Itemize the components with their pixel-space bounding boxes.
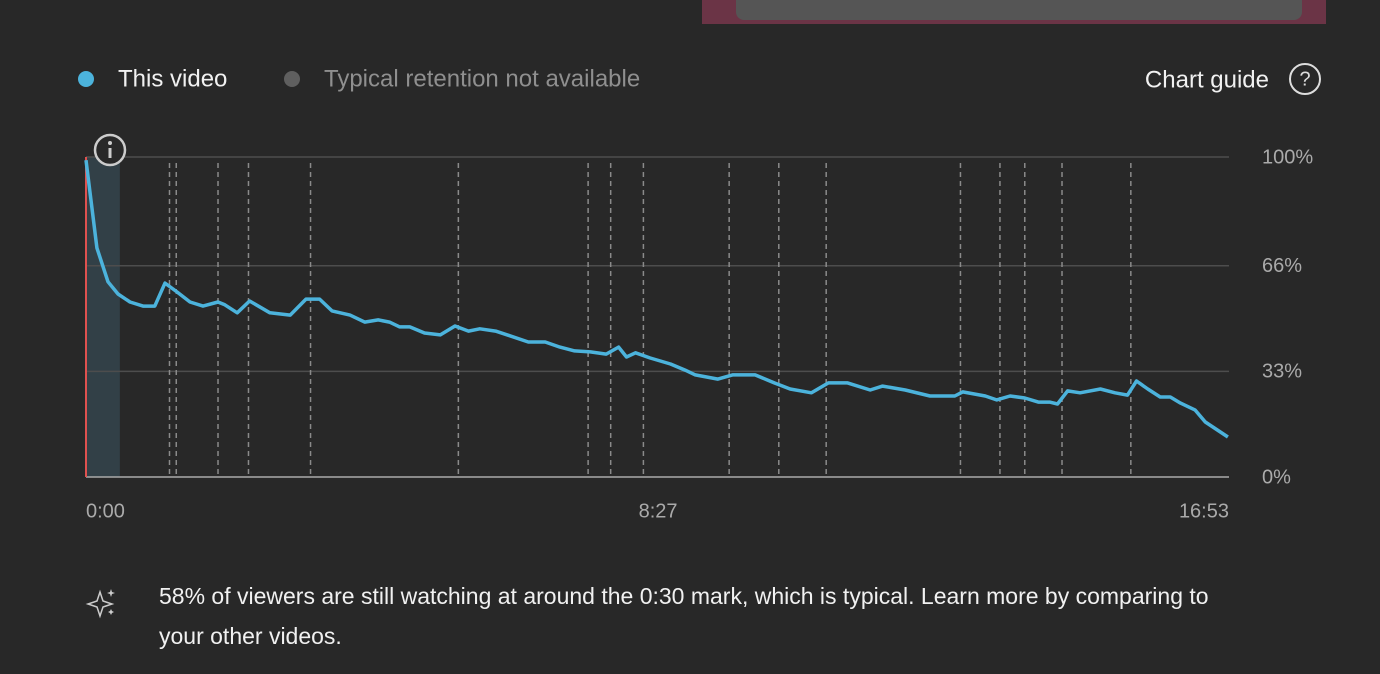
y-tick-label: 66% [1262, 255, 1302, 277]
legend-dot [284, 71, 300, 87]
legend-label: This video [118, 65, 227, 92]
retention-line [84, 159, 1229, 439]
y-tick-label: 100% [1262, 146, 1313, 168]
x-tick-label: 16:53 [1179, 500, 1229, 522]
y-tick-label: 33% [1262, 361, 1302, 383]
help-icon[interactable]: ? [1289, 63, 1321, 95]
svg-text:?: ? [1299, 68, 1310, 90]
legend-label: Typical retention not available [324, 65, 640, 92]
chart-guide[interactable]: Chart guide [1145, 66, 1269, 93]
insight-text: 58% of viewers are still watching at aro… [159, 583, 1209, 649]
x-tick-label: 0:00 [86, 500, 125, 522]
legend-dot [78, 71, 94, 87]
info-icon[interactable] [93, 133, 127, 167]
x-tick-label: 8:27 [639, 500, 678, 522]
info-icon-part [108, 141, 112, 145]
sparkle-icon [85, 589, 115, 619]
thumbnail-image [736, 0, 1302, 20]
y-tick-label: 0% [1262, 466, 1291, 488]
